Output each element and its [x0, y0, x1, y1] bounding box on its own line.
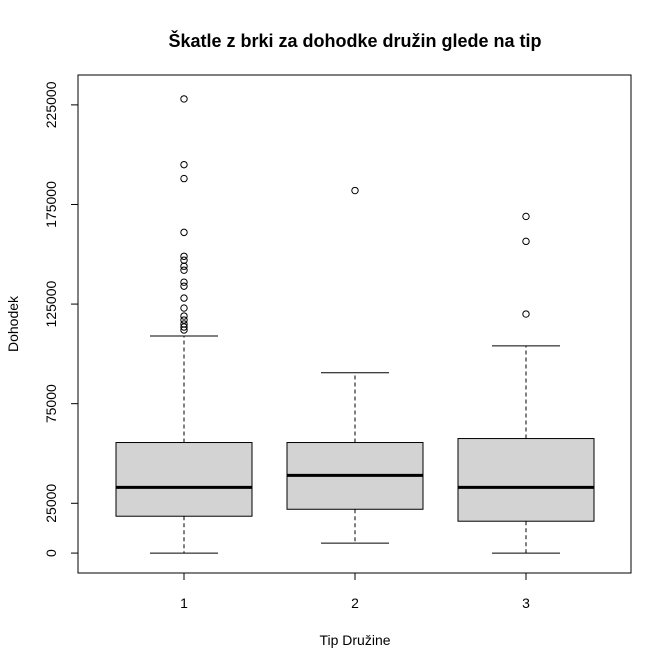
outlier-point	[180, 304, 188, 312]
y-axis: 0 25000 75000 125000 175000 225000	[43, 81, 79, 557]
y-tick-label: 25000	[43, 484, 59, 523]
outlier-point	[522, 310, 530, 318]
outlier-point	[180, 160, 188, 169]
y-axis-label: Dohodek	[5, 295, 21, 352]
chart-title: Škatle z brki za dohodke družin glede na…	[168, 30, 541, 51]
outlier-point	[180, 282, 188, 290]
x-tick-label: 1	[180, 595, 188, 611]
box-group-1	[115, 95, 253, 554]
box-iqr	[115, 442, 253, 517]
outlier-point	[180, 323, 188, 331]
outlier-point	[180, 266, 188, 274]
y-tick-label: 225000	[43, 81, 59, 128]
outlier-point	[180, 262, 188, 270]
outlier-point	[522, 212, 530, 221]
outlier-point	[180, 316, 188, 324]
outlier-point	[522, 237, 530, 246]
y-tick-label: 125000	[43, 281, 59, 328]
y-tick-label: 0	[43, 549, 59, 557]
x-tick-label: 3	[522, 595, 530, 611]
outlier-point	[180, 228, 188, 237]
outlier-point	[180, 312, 188, 320]
x-axis: 1 2 3	[180, 573, 530, 611]
box-group-2	[286, 186, 424, 544]
outlier-point	[180, 95, 188, 103]
boxes-layer	[115, 95, 595, 554]
box-group-3	[457, 212, 595, 554]
outlier-point	[180, 294, 188, 302]
y-tick-label: 175000	[43, 181, 59, 228]
x-tick-label: 2	[351, 595, 359, 611]
outlier-point	[180, 252, 188, 260]
outlier-point	[180, 320, 188, 328]
y-tick-label: 75000	[43, 384, 59, 423]
outlier-point	[351, 186, 359, 195]
outlier-point	[180, 278, 188, 286]
outlier-point	[180, 256, 188, 264]
x-axis-label: Tip Družine	[319, 632, 390, 648]
box-iqr	[457, 438, 595, 522]
outlier-point	[180, 174, 188, 183]
